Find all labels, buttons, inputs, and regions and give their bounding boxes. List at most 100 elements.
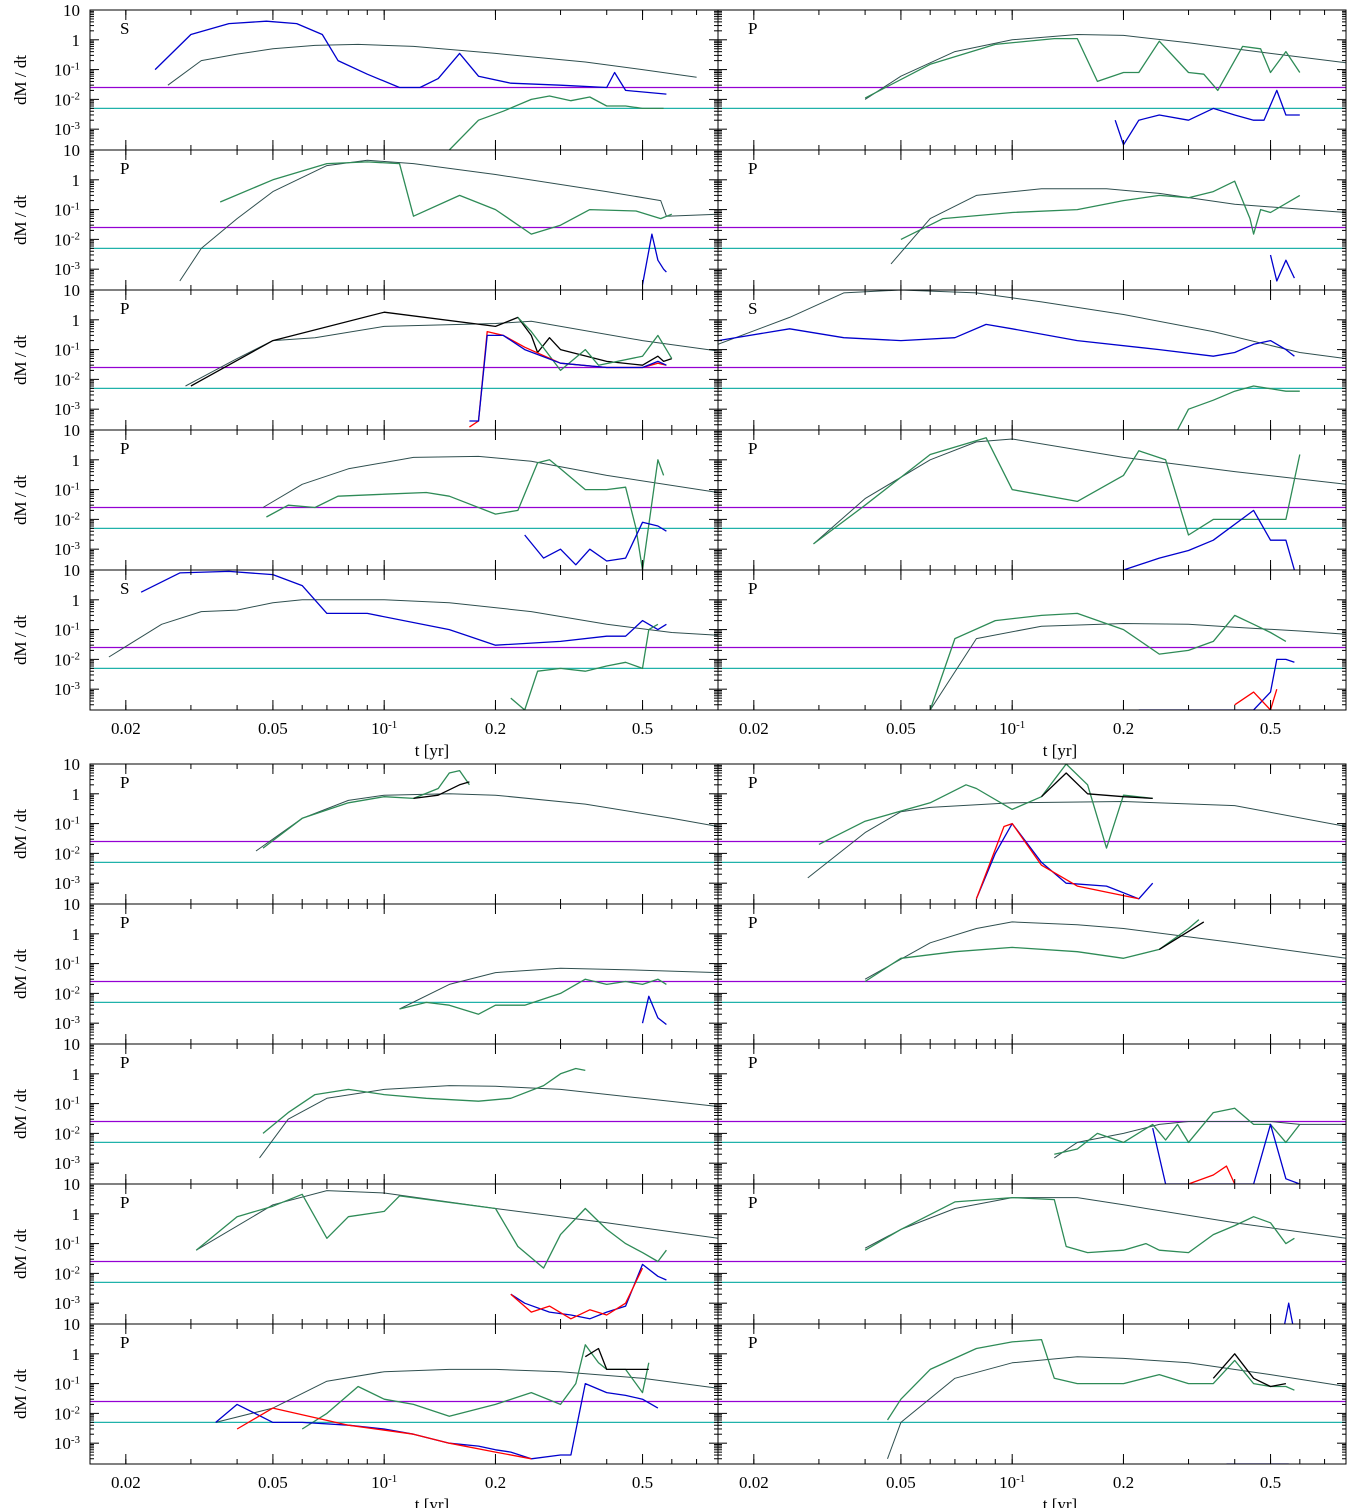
panel-frame <box>89 763 719 905</box>
series-line-black <box>1041 772 1153 800</box>
y-tick-label: 10 <box>63 141 80 160</box>
series-line-blue <box>140 570 667 646</box>
series-line-green <box>813 437 1301 545</box>
series-line-gray <box>399 967 718 1010</box>
panel-label: P <box>748 773 757 792</box>
y-axis-label: dM / dt <box>11 55 30 105</box>
series-line-gray <box>167 43 697 86</box>
series-line-gray <box>864 34 1346 100</box>
panel-frame <box>717 569 1347 711</box>
y-tick-label: 10-1 <box>54 815 80 834</box>
panel-label: P <box>120 439 129 458</box>
y-tick-label: 10-3 <box>54 1154 81 1173</box>
y-tick-label: 10-1 <box>54 1095 80 1114</box>
x-tick-label: 0.2 <box>485 719 506 738</box>
y-tick-label: 1 <box>72 785 81 804</box>
panel-plot-6 <box>90 455 718 570</box>
y-tick-label: 10 <box>63 755 80 774</box>
y-tick-label: 10-3 <box>54 1014 81 1033</box>
series-line-red <box>975 822 1139 900</box>
panel-plot-0 <box>90 20 718 150</box>
x-tick-label: 10-1 <box>371 1473 397 1492</box>
series-line-green <box>219 161 673 235</box>
series-line-green <box>266 459 665 570</box>
x-tick-label: 0.02 <box>739 719 769 738</box>
panel-frame <box>717 1183 1347 1325</box>
y-tick-label: 10 <box>63 281 80 300</box>
y-tick-label: 1 <box>72 925 81 944</box>
y-tick-label: 10-1 <box>54 1375 80 1394</box>
y-axis-label: dM / dt <box>11 615 30 665</box>
y-tick-label: 10-2 <box>54 370 80 389</box>
y-tick-label: 10-2 <box>54 844 80 863</box>
y-axis-label: dM / dt <box>11 1089 30 1139</box>
panel-label: P <box>748 19 757 38</box>
panel-plot-14 <box>90 1067 718 1159</box>
series-line-green <box>900 180 1301 240</box>
panel-label: P <box>748 439 757 458</box>
panel-label: S <box>748 299 757 318</box>
y-tick-label: 10-3 <box>54 1294 81 1313</box>
series-line-gray <box>185 320 718 387</box>
series-line-gray <box>255 793 718 852</box>
x-axis-label: t [yr] <box>1043 1495 1077 1508</box>
panel-plot-12 <box>90 967 718 1026</box>
panel-plot-11 <box>718 764 1346 900</box>
y-tick-label: 1 <box>72 591 81 610</box>
panel-plot-15 <box>718 1107 1346 1184</box>
series-line-green <box>510 623 659 710</box>
y-tick-label: 10-3 <box>54 260 81 279</box>
x-tick-label: 0.2 <box>1113 719 1134 738</box>
panel-plot-18 <box>90 1344 718 1460</box>
panel-plot-4 <box>90 311 718 428</box>
series-line-gray <box>108 599 718 658</box>
y-tick-label: 10-1 <box>54 1235 80 1254</box>
y-axis-label: dM / dt <box>11 1369 30 1419</box>
x-tick-label: 10-1 <box>999 1473 1025 1492</box>
panel-label: P <box>120 299 129 318</box>
panel-label: P <box>748 1333 757 1352</box>
y-axis-label: dM / dt <box>11 475 30 525</box>
series-line-gray <box>1054 1121 1346 1159</box>
series-line-green <box>399 978 667 1015</box>
x-tick-label: 0.5 <box>632 719 653 738</box>
x-tick-label: 0.2 <box>1113 1473 1134 1492</box>
x-tick-label: 0.5 <box>632 1473 653 1492</box>
series-line-green <box>517 316 673 372</box>
panel-label: P <box>748 913 757 932</box>
y-tick-label: 10-2 <box>54 1404 80 1423</box>
y-axis-label: dM / dt <box>11 195 30 245</box>
panel-label: P <box>748 159 757 178</box>
x-tick-label: 0.05 <box>886 1473 916 1492</box>
panel-label: S <box>120 579 129 598</box>
y-tick-label: 10 <box>63 895 80 914</box>
x-axis-label: t [yr] <box>1043 741 1077 760</box>
series-line-green <box>195 1193 667 1269</box>
panel-frame <box>717 149 1347 291</box>
series-line-blue <box>1152 1123 1301 1184</box>
y-tick-label: 10-2 <box>54 1124 80 1143</box>
series-line-green <box>448 95 664 150</box>
series-line-green <box>818 764 1153 849</box>
series-line-gray <box>864 921 1346 980</box>
y-axis-label: dM / dt <box>11 1229 30 1279</box>
series-line-gray <box>887 1356 1346 1459</box>
series-line-gray <box>890 188 1346 265</box>
series-line-blue <box>1138 658 1295 710</box>
y-tick-label: 10-2 <box>54 90 80 109</box>
series-line-gray <box>813 438 1346 545</box>
y-tick-label: 10-2 <box>54 510 80 529</box>
series-line-gray <box>807 801 1346 879</box>
series-line-blue <box>1283 1302 1294 1324</box>
series-line-red <box>469 330 667 428</box>
y-tick-label: 10 <box>63 1175 80 1194</box>
y-tick-label: 10-3 <box>54 400 81 419</box>
series-line-black <box>1158 921 1205 950</box>
series-line-black <box>413 781 470 800</box>
panel-frame <box>89 149 719 291</box>
y-tick-label: 10-1 <box>54 621 80 640</box>
series-line-blue <box>510 1263 667 1320</box>
panel-frame <box>89 903 719 1045</box>
series-line-blue <box>1269 254 1295 282</box>
